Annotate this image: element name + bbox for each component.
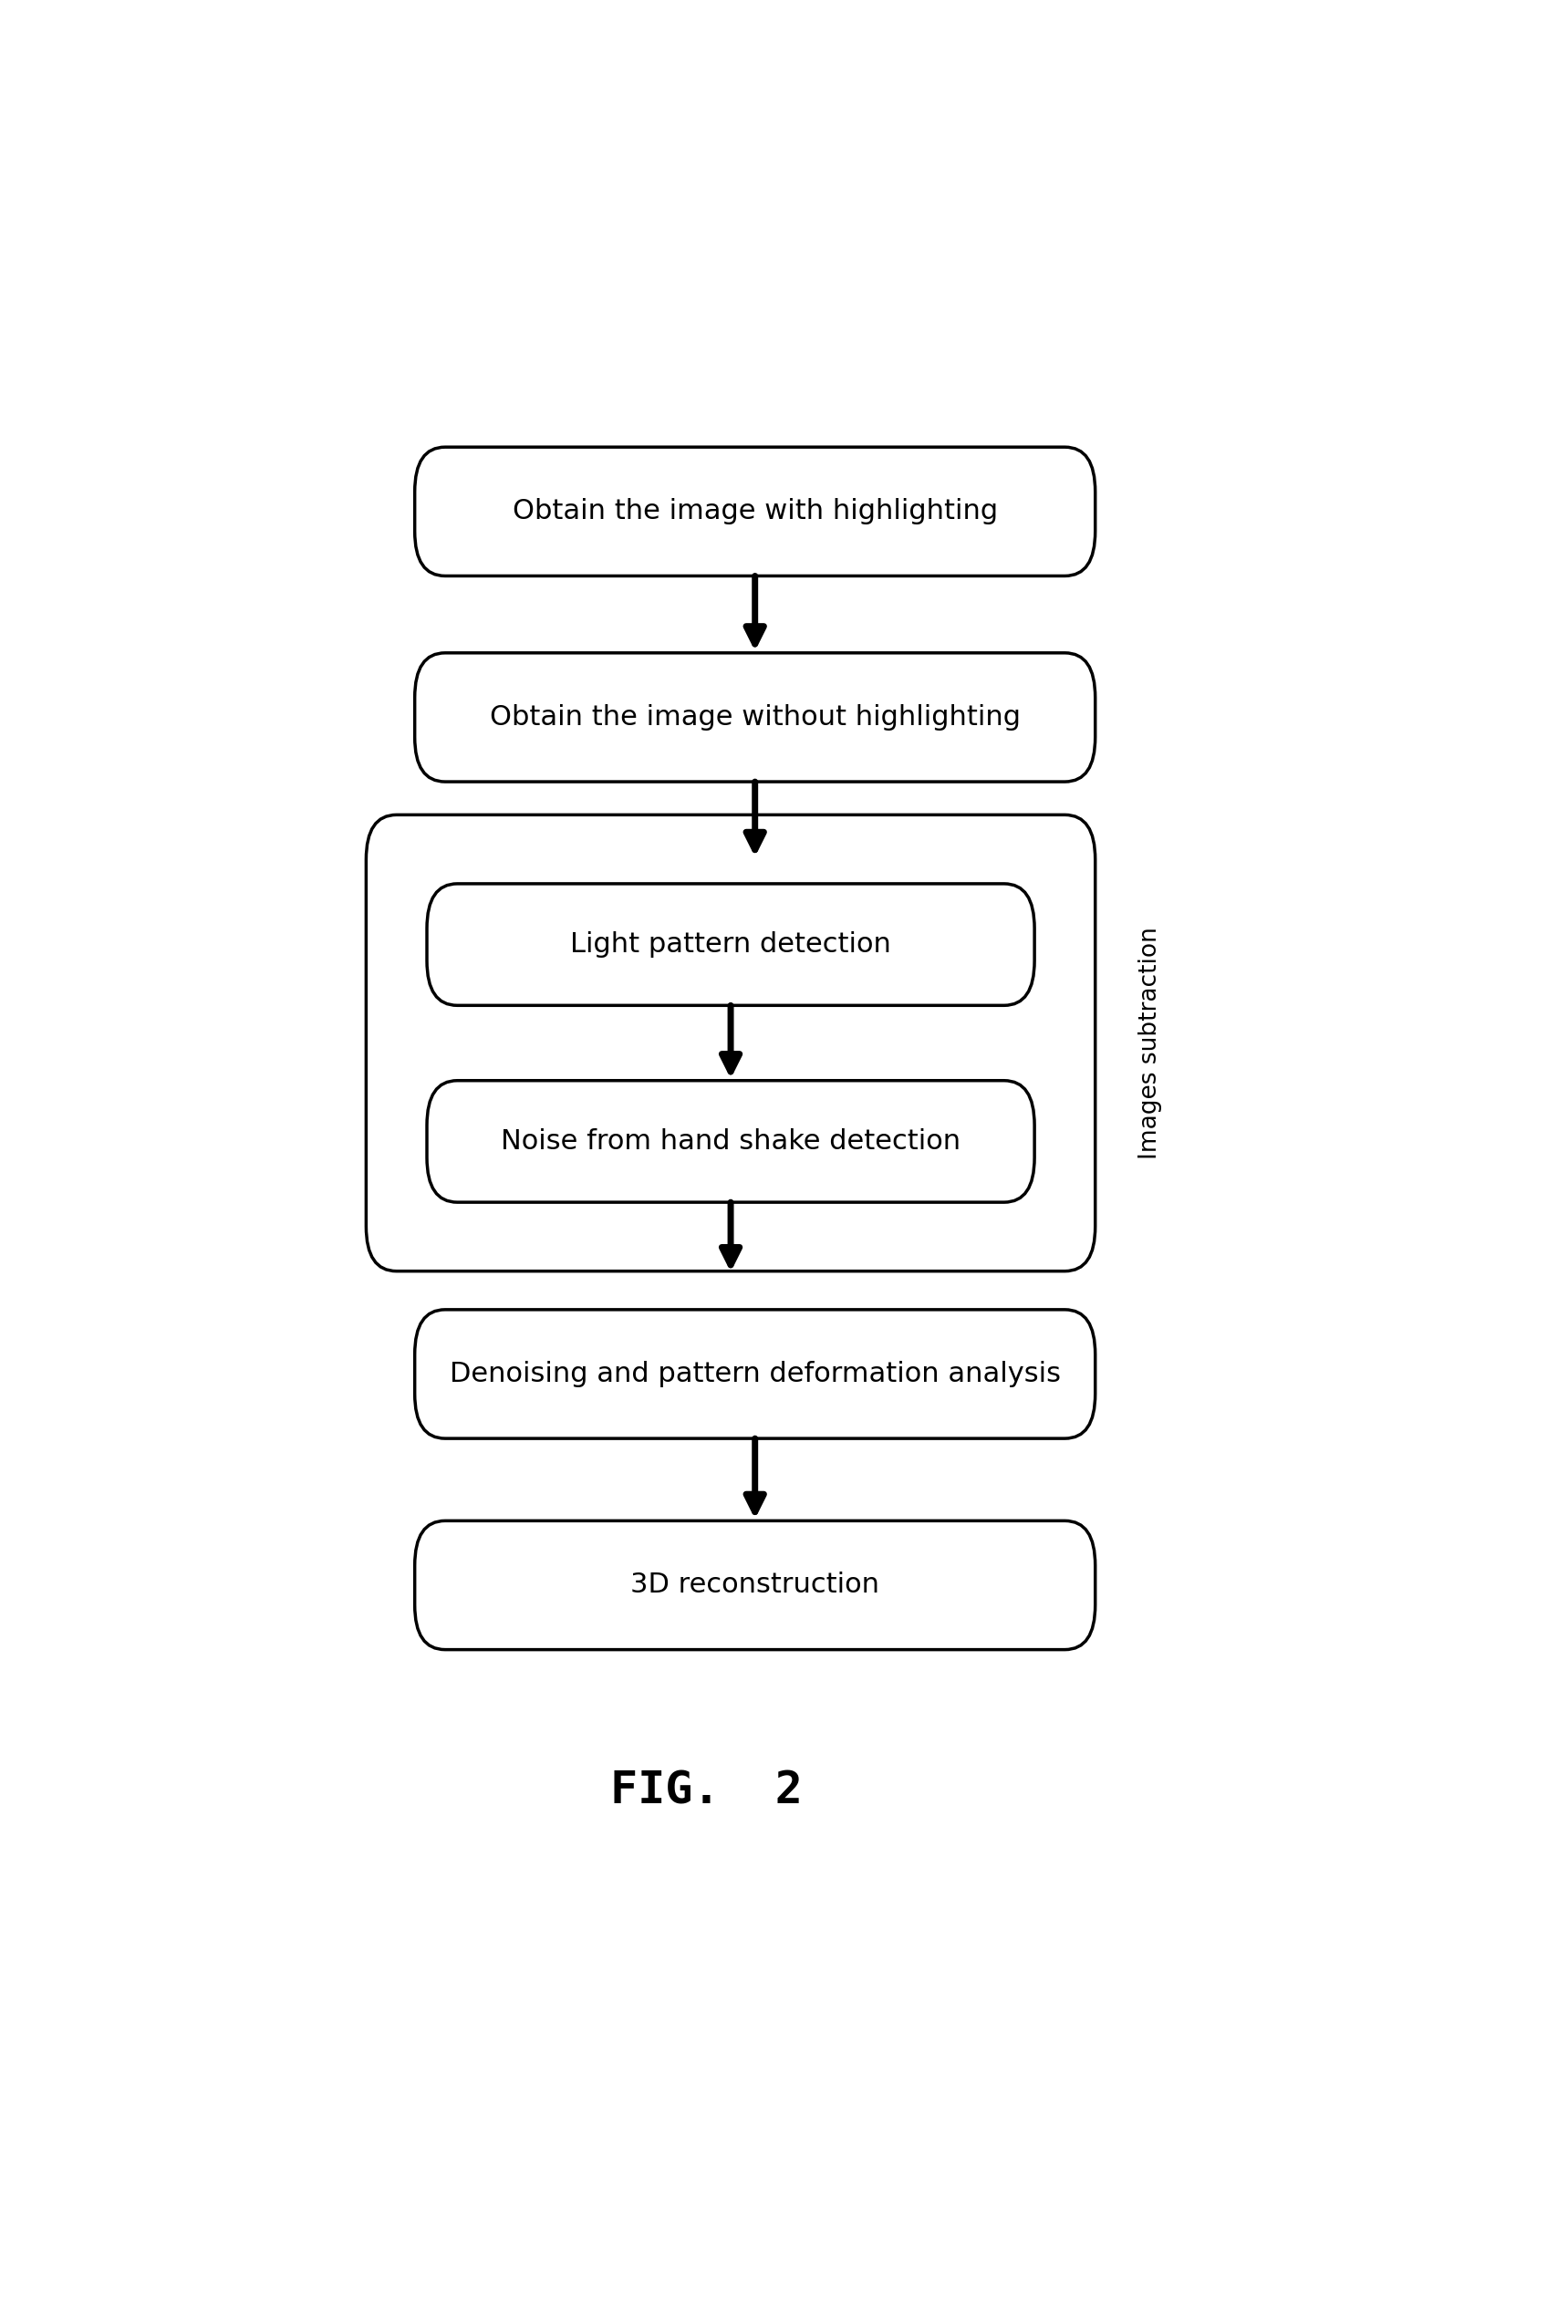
- FancyBboxPatch shape: [414, 1311, 1094, 1439]
- FancyBboxPatch shape: [414, 1520, 1094, 1650]
- Text: Obtain the image with highlighting: Obtain the image with highlighting: [513, 497, 997, 525]
- FancyBboxPatch shape: [414, 446, 1094, 576]
- Text: Light pattern detection: Light pattern detection: [571, 932, 891, 957]
- FancyBboxPatch shape: [414, 653, 1094, 781]
- FancyBboxPatch shape: [426, 883, 1035, 1006]
- Text: Denoising and pattern deformation analysis: Denoising and pattern deformation analys…: [450, 1362, 1060, 1387]
- Text: FIG.  2: FIG. 2: [610, 1769, 803, 1813]
- Text: Obtain the image without highlighting: Obtain the image without highlighting: [489, 704, 1021, 730]
- Text: Images subtraction: Images subtraction: [1138, 927, 1162, 1160]
- Text: 3D reconstruction: 3D reconstruction: [630, 1571, 880, 1599]
- Text: Noise from hand shake detection: Noise from hand shake detection: [500, 1127, 961, 1155]
- FancyBboxPatch shape: [367, 816, 1094, 1271]
- FancyBboxPatch shape: [426, 1081, 1035, 1202]
